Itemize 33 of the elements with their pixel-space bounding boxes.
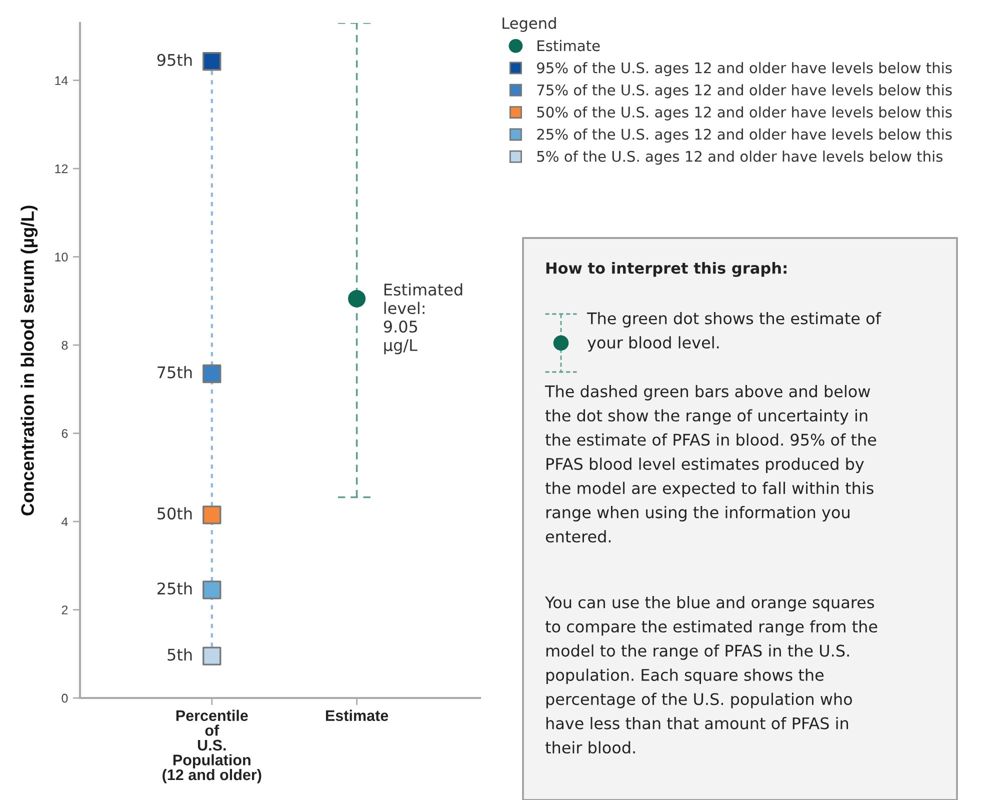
y-tick-label: 4 [62,517,68,526]
legend-label: 95% of the U.S. ages 12 and older have levels below this [537,62,952,76]
y-axis-title: Concentration in blood serum (µg/L) [20,206,38,516]
annotation: 95th [157,54,192,66]
point [202,646,222,666]
annotation: 75th [158,366,192,378]
y-tick-label: 10 [55,252,68,262]
point [202,364,222,384]
y-tick-label: 6 [62,429,68,438]
point [202,52,222,71]
x-tick-label: Percentile of U.S. Population (12 and older) [162,710,262,784]
y-tick-label: 14 [55,76,68,85]
y-tick-label: 0 [62,694,68,703]
text: The dashed green bars above and below the dot show the range of uncertainty in the estimate of PFAS in blood. 95% of the PFAS blood level estimates produced by the model are expected to fall within this range when using the information you entered. [544,385,876,543]
data-label: Estimated level: 9.05 µg/L [384,283,462,354]
legend-label: 75% of the U.S. ages 12 and older have levels below this [537,84,952,98]
legend-label: 50% of the U.S. ages 12 and older have levels below this [537,106,952,120]
text: The green dot shows the estimate of your blood level. [586,312,882,352]
annotation: 25th [158,582,192,595]
annotation: 50th [158,507,192,520]
y-tick-label: 12 [55,164,68,174]
y-tick-label: 2 [62,606,68,614]
text: How to interpret this graph: [546,262,786,277]
annotation: 5th [168,648,192,661]
legend-label: 25% of the U.S. ages 12 and older have levels below this [537,128,952,143]
legend-title: Legend [502,17,556,32]
y-tick-label: 8 [62,340,68,350]
legend-label: 5% of the U.S. ages 12 and older have levels below this [537,150,942,165]
point [202,580,222,600]
legend-label: Estimate [538,40,600,52]
text: You can use the blue and orange squares to compare the estimated range from the model to the range of PFAS in the U.S. population. Each square shows the percentage of the U.S. population who have less than that amount of PFAS in their blood. [544,596,878,754]
point [202,506,222,524]
point [348,290,366,308]
